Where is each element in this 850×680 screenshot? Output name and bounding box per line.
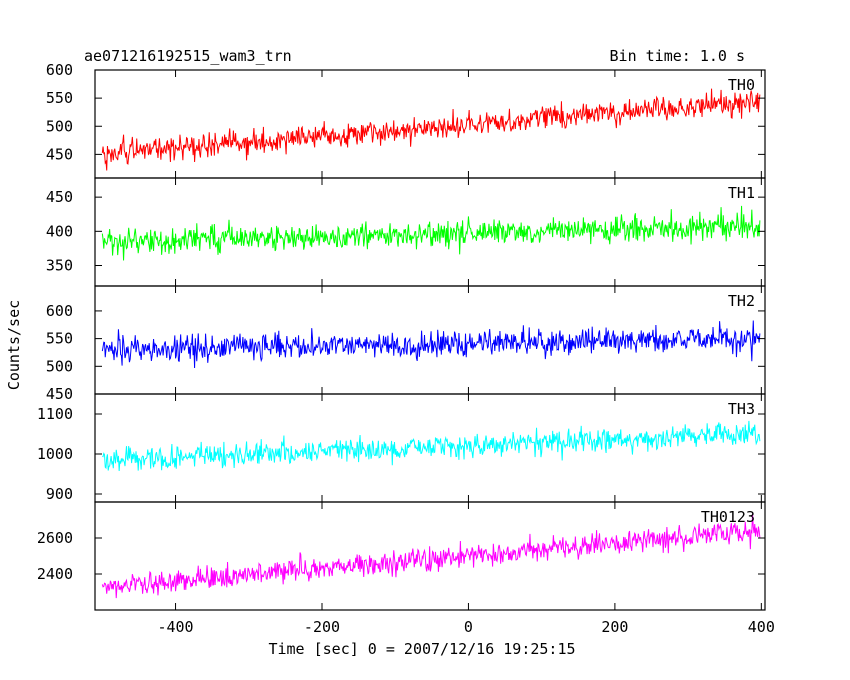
x-tick-label: -400 — [157, 618, 193, 636]
y-tick-label: 1000 — [37, 445, 73, 463]
x-axis-label: Time [sec] 0 = 2007/12/16 19:25:15 — [268, 640, 575, 658]
y-tick-label: 2400 — [37, 565, 73, 583]
y-tick-label: 550 — [46, 330, 73, 348]
y-tick-label: 600 — [46, 61, 73, 79]
panel-th1: 350 400 450 TH1 — [46, 177, 766, 287]
y-tick-label: 450 — [46, 188, 73, 206]
series-line-th3 — [102, 420, 761, 472]
y-tick-label: 450 — [46, 385, 73, 403]
x-tick-label: 0 — [464, 618, 473, 636]
panel-th0: 450 500 550 600 TH0 — [46, 61, 766, 179]
y-tick-label: 600 — [46, 302, 73, 320]
y-tick-label: 350 — [46, 256, 73, 274]
y-tick-label: 500 — [46, 357, 73, 375]
y-tick-label: 2600 — [37, 529, 73, 547]
y-tick-label: 500 — [46, 117, 73, 135]
panel-label-th3: TH3 — [728, 400, 755, 418]
y-axis-label: Counts/sec — [5, 300, 23, 390]
panel-label-th2: TH2 — [728, 292, 755, 310]
y-tick-label: 400 — [46, 222, 73, 240]
y-tick-label: 1100 — [37, 405, 73, 423]
series-line-th2 — [101, 320, 761, 369]
panel-frame — [94, 69, 766, 179]
bin-time-label: Bin time: 1.0 s — [610, 47, 745, 65]
y-tick-label: 900 — [46, 485, 73, 503]
series-line-th0 — [101, 88, 761, 171]
y-tick-label: 550 — [46, 89, 73, 107]
panel-th0123: 2400 2600 TH0123 — [37, 501, 766, 611]
x-tick-label: 400 — [748, 618, 775, 636]
series-line-th0123 — [101, 513, 761, 599]
panel-th3: 900 1000 1100 TH3 — [37, 393, 766, 503]
panel-th2: 450 500 550 600 TH2 — [46, 285, 766, 403]
x-tick-label: 200 — [601, 618, 628, 636]
panel-frame — [94, 393, 766, 503]
series-line-th1 — [101, 205, 761, 261]
panel-label-th0: TH0 — [728, 76, 755, 94]
panels-group: 450 500 550 600 TH0 350 400 450 TH1 450 500 550 600 T… — [37, 61, 775, 636]
y-tick-label: 450 — [46, 145, 73, 163]
x-tick-label: -200 — [304, 618, 340, 636]
panel-frame — [94, 501, 766, 611]
panel-label-th0123: TH0123 — [701, 508, 755, 526]
panel-label-th1: TH1 — [728, 184, 755, 202]
observation-title: ae071216192515_wam3_trn — [84, 47, 292, 65]
